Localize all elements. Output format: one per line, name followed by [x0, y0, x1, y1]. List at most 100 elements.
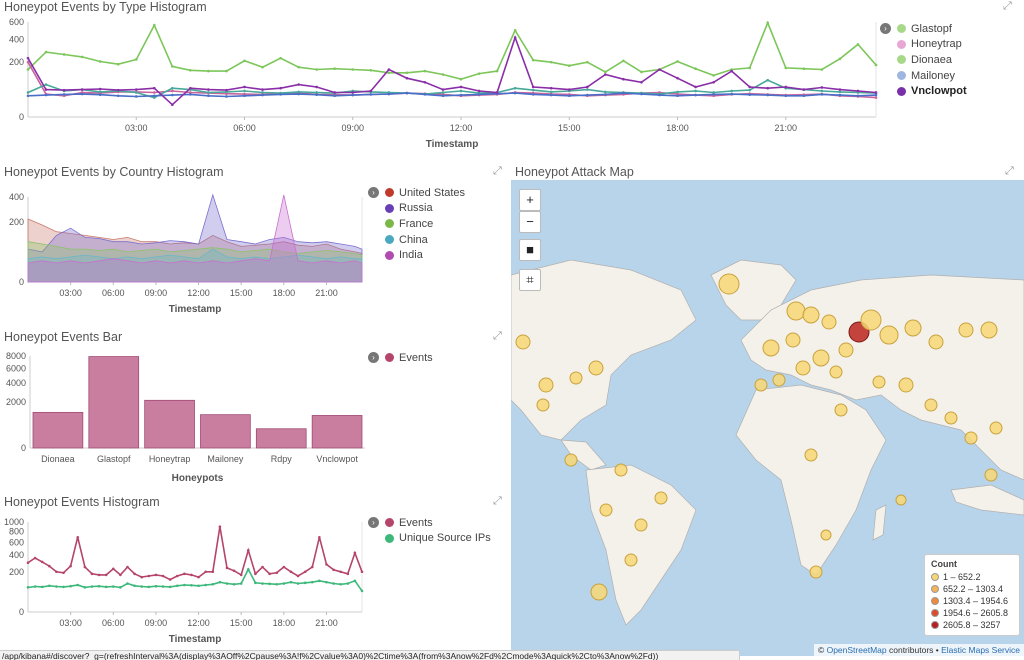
legend-color-dot [897, 86, 906, 96]
data-point [495, 91, 499, 94]
x-tick-label: 21:00 [775, 123, 798, 133]
data-point [315, 93, 318, 97]
data-point [183, 583, 186, 587]
data-point [405, 71, 409, 75]
data-point [622, 77, 625, 81]
legend-color-dot [897, 39, 906, 49]
osm-link[interactable]: OpenStreetMap [826, 645, 887, 655]
map-marker [821, 314, 837, 330]
legend-item[interactable]: Honeytrap [880, 37, 967, 53]
x-tick-label: 15:00 [230, 618, 253, 628]
map-legend-item: 1954.6 – 2605.8 [931, 607, 1013, 619]
map-legend-title: Count [931, 559, 957, 569]
data-point [874, 91, 878, 94]
legend-item[interactable]: › United States [368, 185, 465, 201]
crop-button[interactable]: ⌗ [519, 269, 541, 291]
x-tick-label: Rdpy [271, 454, 293, 464]
data-point [766, 93, 770, 97]
data-point [318, 579, 321, 583]
zoom-out-button[interactable]: − [519, 211, 541, 233]
x-tick-label: 21:00 [315, 288, 338, 298]
map-marker [536, 398, 550, 412]
data-point [856, 89, 860, 93]
data-point [175, 584, 179, 588]
data-point [549, 93, 553, 97]
data-point [315, 85, 318, 89]
legend-item[interactable]: Mailoney [880, 68, 967, 84]
x-tick-label: 15:00 [558, 123, 581, 133]
legend-item[interactable]: Unique Source IPs [368, 531, 491, 547]
legend-label: Vnclowpot [911, 85, 967, 98]
legend-toggle-icon[interactable]: › [368, 517, 379, 529]
land-madagascar [872, 504, 887, 541]
data-point [98, 90, 102, 94]
expand-icon[interactable]: ⤢ [1005, 165, 1014, 177]
data-point [748, 88, 752, 92]
data-point [712, 81, 715, 84]
data-point [838, 93, 842, 97]
map-legend-item: 1303.4 – 1954.6 [931, 595, 1013, 607]
legend-label: United States [399, 186, 466, 199]
events-bar-panel: Honeypot Events Bar ⤢ 0 2000 4000 6000 8000 D… [0, 330, 511, 490]
data-point [549, 60, 553, 64]
data-point [325, 563, 328, 566]
legend-item[interactable]: › Events [368, 515, 491, 531]
legend-item[interactable]: › Events [368, 350, 433, 366]
legend-item[interactable]: China [368, 232, 465, 248]
data-point [333, 91, 337, 94]
data-point [423, 81, 427, 84]
series-line-vnclowpot [27, 35, 877, 106]
legend-item[interactable]: France [368, 216, 465, 232]
data-point [225, 69, 228, 73]
x-tick-label: 18:00 [666, 123, 689, 133]
legend-color-dot [385, 250, 394, 260]
expand-icon[interactable]: ⤢ [493, 330, 502, 342]
series-area-united-states [27, 218, 363, 283]
legend-item[interactable]: Russia [368, 201, 465, 217]
data-point [48, 584, 51, 588]
events-histogram-legend: › Events Unique Source IPs [368, 515, 491, 546]
data-point [239, 573, 243, 577]
legend-toggle-icon[interactable]: › [368, 187, 379, 199]
expand-icon[interactable]: ⤢ [1003, 0, 1012, 12]
data-point [297, 83, 300, 86]
expand-icon[interactable]: ⤢ [493, 495, 502, 507]
data-point [161, 574, 165, 578]
data-point [531, 93, 535, 96]
map-marker [634, 518, 648, 532]
legend-item[interactable]: Dionaea [880, 52, 967, 68]
map-marker [590, 583, 608, 601]
events-bar-chart: 0 2000 4000 6000 8000 Dionaea Glastopf Honeytra… [6, 351, 365, 484]
map-legend-label: 1303.4 – 1954.6 [943, 596, 1009, 606]
data-point [104, 585, 108, 589]
data-point [297, 90, 300, 94]
data-point [513, 91, 517, 95]
y-tick-label: 200 [9, 217, 24, 227]
map-attribution: © OpenStreetMap contributors • Elastic M… [813, 644, 1024, 656]
legend-toggle-icon[interactable]: › [368, 352, 379, 364]
y-tick-label: 1000 [4, 517, 24, 527]
legend-item[interactable]: Vnclowpot [880, 83, 967, 99]
legend-color-dot [897, 71, 906, 81]
y-tick-label: 800 [9, 527, 24, 537]
map-marker [838, 342, 854, 358]
expand-icon[interactable]: ⤢ [493, 165, 502, 177]
x-tick-label: 12:00 [187, 288, 210, 298]
map-marker [654, 491, 668, 505]
ems-link[interactable]: Elastic Maps Service [941, 645, 1020, 655]
data-point [441, 94, 445, 98]
legend-color-dot [897, 24, 906, 34]
data-point [405, 76, 409, 80]
legend-label: India [399, 249, 423, 262]
attack-map[interactable]: + − ■ ⌗ Count 1 – 652.2 652.2 – 1303.4 130… [511, 180, 1024, 656]
data-point [40, 585, 44, 589]
zoom-in-button[interactable]: + [519, 189, 541, 211]
legend-toggle-icon[interactable]: › [880, 23, 891, 35]
map-marker [718, 273, 740, 295]
draw-rectangle-button[interactable]: ■ [519, 239, 541, 261]
data-point [119, 573, 122, 577]
legend-item[interactable]: India [368, 247, 465, 263]
legend-item[interactable]: › Glastopf [880, 21, 967, 37]
data-point [189, 68, 192, 72]
